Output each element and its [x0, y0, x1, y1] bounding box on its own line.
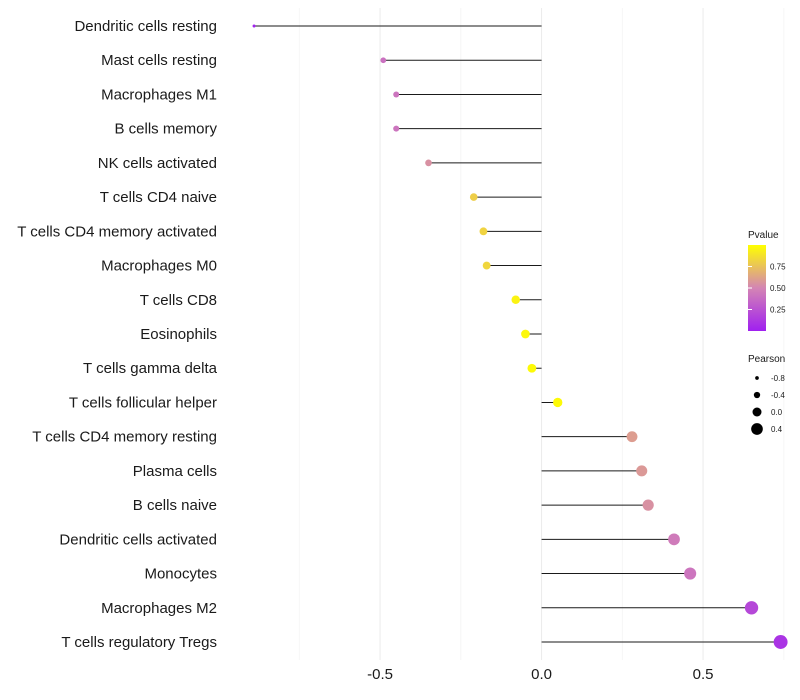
- category-label: T cells CD4 naive: [100, 189, 217, 206]
- pearson-legend-label: 0.4: [771, 425, 783, 434]
- category-label: T cells CD4 memory resting: [32, 429, 217, 446]
- lollipop-dot: [773, 635, 788, 649]
- pearson-legend: Pearson -0.8 -0.4 0.0 0.4: [748, 354, 785, 435]
- category-label: T cells CD8: [140, 292, 217, 309]
- gridlines: [298, 8, 785, 660]
- category-label: T cells CD4 memory activated: [17, 223, 217, 240]
- pearson-legend-label: -0.8: [771, 374, 785, 383]
- pearson-legend-label: 0.0: [771, 408, 783, 417]
- pvalue-colorbar: [748, 245, 766, 331]
- category-label: Plasma cells: [133, 463, 217, 480]
- lollipop-dot: [642, 499, 654, 511]
- lollipop-dot: [626, 431, 638, 443]
- lollipop-dot: [553, 397, 563, 408]
- category-label: Eosinophils: [140, 326, 217, 343]
- lollipop-dots: [252, 24, 788, 649]
- lollipop-dot: [521, 329, 530, 339]
- category-label: T cells regulatory Tregs: [61, 634, 217, 651]
- category-label: Macrophages M0: [101, 258, 217, 275]
- pvalue-legend-label: 0.50: [770, 284, 786, 293]
- lollipop-dot: [479, 227, 488, 236]
- lollipop-dot: [252, 24, 256, 28]
- lollipop-dot: [393, 125, 400, 132]
- lollipop-dot: [668, 533, 680, 546]
- x-axis-ticks: -0.5 0.0 0.5: [367, 666, 713, 683]
- category-label: Dendritic cells activated: [59, 531, 217, 548]
- category-label: NK cells activated: [98, 155, 217, 172]
- lollipop-dot: [469, 193, 478, 201]
- lollipop-dot: [393, 91, 400, 98]
- category-label: Macrophages M2: [101, 600, 217, 617]
- x-tick-label: 0.5: [693, 666, 714, 683]
- pearson-legend-dot: [755, 376, 759, 380]
- pvalue-legend: Pvalue 0.25 0.50 0.75: [748, 230, 786, 331]
- category-label: Macrophages M1: [101, 86, 217, 103]
- lollipop-dot: [527, 363, 537, 373]
- lollipop-dot: [684, 567, 697, 580]
- category-label: Mast cells resting: [101, 52, 217, 69]
- lollipop-dot: [744, 601, 759, 615]
- category-label: T cells gamma delta: [83, 360, 218, 377]
- lollipop-dot: [511, 295, 520, 305]
- pearson-legend-dot: [752, 407, 762, 417]
- pearson-legend-label: -0.4: [771, 391, 785, 400]
- category-labels: Dendritic cells resting Mast cells restin…: [17, 18, 217, 651]
- category-label: B cells memory: [114, 121, 217, 138]
- lollipop-dot: [425, 159, 432, 167]
- pearson-legend-title: Pearson: [748, 354, 785, 365]
- pvalue-legend-label: 0.75: [770, 263, 786, 272]
- category-label: Monocytes: [144, 566, 217, 583]
- category-label: T cells follicular helper: [69, 394, 217, 411]
- lollipop-dot: [380, 57, 387, 64]
- lollipop-dot: [636, 465, 648, 477]
- pvalue-legend-title: Pvalue: [748, 230, 779, 241]
- lollipop-dot: [482, 261, 491, 270]
- category-label: B cells naive: [133, 497, 217, 514]
- pvalue-legend-label: 0.25: [770, 306, 786, 315]
- category-label: Dendritic cells resting: [74, 18, 217, 35]
- x-tick-label: -0.5: [367, 666, 393, 683]
- lollipop-stems: [254, 25, 781, 643]
- pearson-legend-dot: [751, 423, 763, 435]
- x-tick-label: 0.0: [531, 666, 552, 683]
- pearson-legend-dot: [753, 391, 761, 399]
